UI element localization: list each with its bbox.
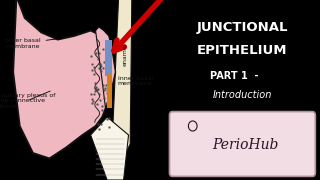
Bar: [107, 74, 112, 108]
Text: inner basal
membrane: inner basal membrane: [118, 76, 153, 86]
Polygon shape: [112, 0, 132, 171]
Text: outer basal
membrane: outer basal membrane: [5, 38, 63, 49]
Polygon shape: [96, 27, 116, 108]
Text: PerioHub: PerioHub: [212, 138, 279, 152]
Bar: [105, 40, 112, 76]
Text: JUNCTIONAL: JUNCTIONAL: [197, 21, 288, 33]
Polygon shape: [13, 0, 116, 158]
Text: EPITHELIUM: EPITHELIUM: [197, 44, 288, 57]
Text: capillary plexus of
the connective
tissue: capillary plexus of the connective tissu…: [0, 91, 56, 109]
Text: enamel: enamel: [123, 42, 127, 66]
Polygon shape: [91, 117, 129, 180]
Text: PART 1  -: PART 1 -: [210, 71, 259, 81]
Text: Introduction: Introduction: [213, 90, 272, 100]
FancyBboxPatch shape: [170, 112, 315, 176]
